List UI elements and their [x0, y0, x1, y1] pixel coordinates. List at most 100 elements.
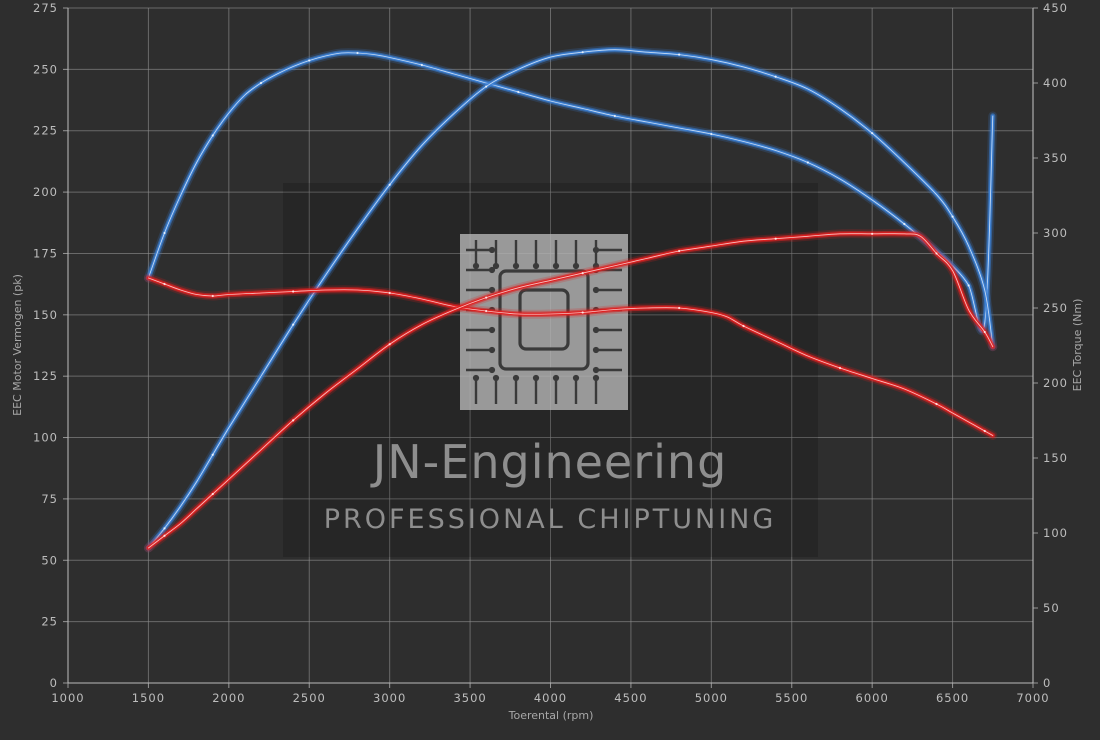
data-point	[967, 284, 970, 287]
labels-layer: Toerental (rpm) EEC Motor Vermogen (pk) …	[11, 274, 1084, 722]
y2-tick-label: 350	[1043, 151, 1068, 165]
data-point	[163, 534, 166, 537]
data-point	[211, 134, 214, 137]
cpu-chip-pad	[512, 262, 520, 270]
data-point	[163, 231, 166, 235]
data-point	[163, 282, 166, 286]
data-point	[806, 161, 809, 164]
cpu-chip-body	[460, 234, 628, 410]
data-point	[678, 306, 681, 310]
data-point	[292, 323, 295, 326]
data-point	[935, 252, 938, 255]
y2-tick-label: 450	[1043, 1, 1068, 15]
data-point	[485, 309, 488, 313]
data-point	[838, 366, 842, 370]
y2-tick-label: 400	[1043, 76, 1068, 90]
cpu-chip-outline	[498, 269, 590, 371]
axes-layer: 1000 1500 2000 2500 3000 3500 4000 4500 5000 5500…	[33, 1, 1068, 705]
data-point	[903, 222, 906, 226]
x-tick-label: 5000	[695, 691, 728, 705]
cpu-chip-pad	[488, 326, 496, 334]
cpu-chip-pad	[488, 346, 496, 354]
data-point	[388, 343, 391, 346]
cpu-chip-pad	[488, 266, 496, 274]
data-point	[710, 132, 713, 136]
series-highlight	[147, 52, 994, 332]
data-point	[259, 81, 263, 85]
data-point	[774, 75, 777, 78]
cpu-chip-pad	[492, 374, 500, 382]
data-point	[211, 492, 214, 496]
y2-tick-label: 300	[1043, 226, 1068, 240]
y2-axis-label: EEC Torque (Nm)	[1071, 299, 1084, 392]
watermark-subtitle: PROFESSIONAL CHIPTUNING	[324, 504, 777, 535]
cpu-chip-core	[518, 288, 570, 351]
y-tick-label: 225	[33, 124, 58, 138]
x-tick-label: 6000	[856, 691, 889, 705]
x-tick-label: 1500	[132, 691, 165, 705]
data-point	[613, 114, 616, 118]
series-torque-tuned	[143, 48, 998, 336]
data-point	[517, 90, 520, 94]
y-tick-label: 25	[41, 615, 58, 629]
data-point	[292, 419, 295, 422]
data-point	[581, 271, 584, 275]
watermark-title: JN-Engineering	[370, 435, 728, 489]
data-point	[935, 402, 938, 406]
data-point	[163, 527, 166, 530]
data-point	[951, 215, 954, 218]
y-tick-label: 275	[33, 1, 58, 15]
cpu-chip-pad	[572, 374, 580, 382]
data-point	[420, 63, 423, 67]
cpu-chip-pad	[532, 374, 540, 382]
data-point	[211, 294, 214, 298]
data-point	[388, 183, 391, 186]
x-tick-label: 4500	[614, 691, 647, 705]
data-point	[308, 59, 311, 62]
series-torque-stock	[143, 273, 998, 440]
series-power-tuned	[143, 45, 998, 553]
cpu-chip-pad	[592, 286, 600, 294]
data-point	[871, 132, 874, 135]
x-tick-label: 5500	[775, 691, 808, 705]
data-point	[485, 296, 488, 299]
data-point	[581, 51, 584, 54]
x-tick-label: 3000	[373, 691, 406, 705]
data-point	[485, 85, 488, 88]
cpu-chip-pad	[592, 374, 600, 382]
series-layer	[143, 45, 998, 553]
x-tick-label: 3500	[453, 691, 486, 705]
x-tick-label: 2000	[212, 691, 245, 705]
data-point	[292, 290, 295, 293]
y-tick-label: 200	[33, 185, 58, 199]
data-point	[356, 51, 359, 55]
cpu-chip-pad	[512, 374, 520, 382]
y-tick-label: 175	[33, 246, 58, 260]
y-tick-label: 100	[33, 431, 58, 445]
y-axis-label: EEC Motor Vermogen (pk)	[11, 274, 24, 416]
cpu-chip-pad	[488, 366, 496, 374]
cpu-chip-pad	[552, 262, 560, 270]
y-tick-label: 150	[33, 308, 58, 322]
series-highlight	[147, 49, 994, 549]
cpu-chip-pad	[572, 262, 580, 270]
y2-tick-label: 0	[1043, 676, 1051, 690]
data-point	[871, 232, 874, 235]
cpu-chip-pad	[488, 286, 496, 294]
cpu-chip-pad	[492, 262, 500, 270]
grid-layer	[68, 7, 1034, 684]
y-tick-label: 125	[33, 369, 58, 383]
data-point	[983, 429, 986, 433]
x-axis-label: Toerental (rpm)	[508, 709, 594, 722]
data-point	[742, 324, 745, 328]
x-tick-label: 4000	[534, 691, 567, 705]
data-point	[388, 291, 391, 295]
cpu-chip-pad	[592, 346, 600, 354]
y2-tick-label: 250	[1043, 301, 1068, 315]
cpu-chip-pad	[592, 366, 600, 374]
x-tick-label: 7000	[1016, 691, 1049, 705]
series-power-stock	[143, 229, 998, 553]
x-tick-label: 6500	[936, 691, 969, 705]
y2-tick-label: 150	[1043, 451, 1068, 465]
